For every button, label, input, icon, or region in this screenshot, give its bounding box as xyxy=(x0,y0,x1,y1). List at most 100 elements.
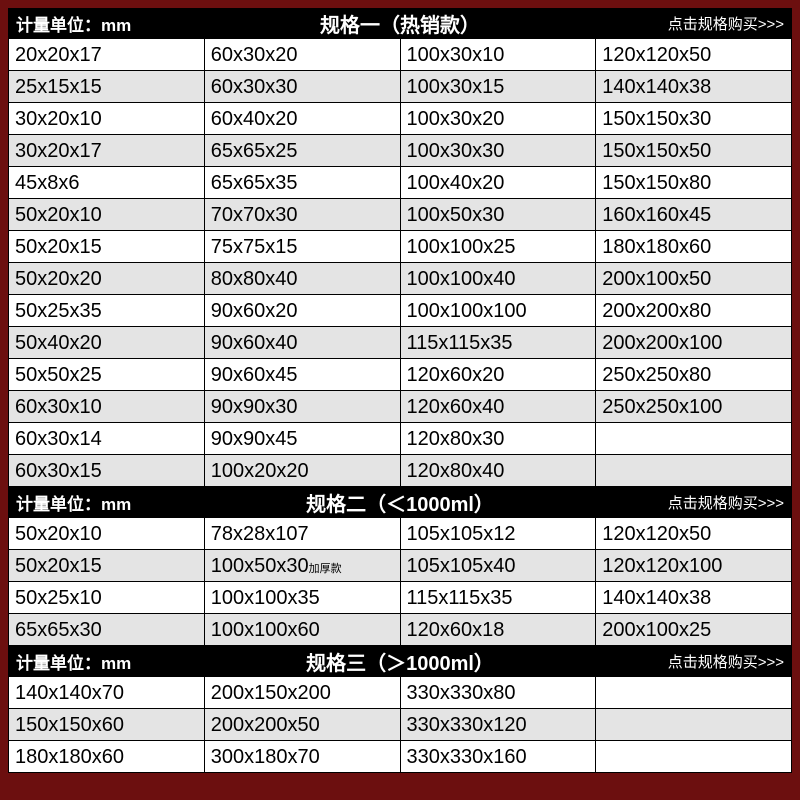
section-header: 计量单位：mm规格二（＜1000ml）点击规格购买>>> xyxy=(8,487,792,517)
spec-cell[interactable]: 150x150x80 xyxy=(596,167,792,199)
spec-cell[interactable]: 100x20x20 xyxy=(204,455,400,487)
spec-cell[interactable]: 50x20x10 xyxy=(9,199,205,231)
spec-cell[interactable]: 120x120x50 xyxy=(596,518,792,550)
cell-suffix: 加厚款 xyxy=(309,563,342,575)
spec-cell[interactable]: 200x100x25 xyxy=(596,614,792,646)
spec-cell[interactable]: 180x180x60 xyxy=(9,741,205,773)
table-row: 60x30x15100x20x20120x80x40 xyxy=(9,455,792,487)
spec-cell[interactable]: 100x100x60 xyxy=(204,614,400,646)
spec-cell[interactable]: 65x65x25 xyxy=(204,135,400,167)
spec-cell[interactable]: 300x180x70 xyxy=(204,741,400,773)
table-row: 30x20x1765x65x25100x30x30150x150x50 xyxy=(9,135,792,167)
spec-cell[interactable]: 330x330x120 xyxy=(400,709,596,741)
spec-cell[interactable]: 60x30x10 xyxy=(9,391,205,423)
spec-cell[interactable]: 250x250x100 xyxy=(596,391,792,423)
spec-cell[interactable]: 50x20x15 xyxy=(9,550,205,582)
spec-cell[interactable]: 140x140x70 xyxy=(9,677,205,709)
spec-cell[interactable]: 75x75x15 xyxy=(204,231,400,263)
spec-cell[interactable]: 330x330x80 xyxy=(400,677,596,709)
buy-link[interactable]: 点击规格购买>>> xyxy=(596,646,792,676)
table-row: 45x8x665x65x35100x40x20150x150x80 xyxy=(9,167,792,199)
spec-cell[interactable]: 150x150x60 xyxy=(9,709,205,741)
spec-cell[interactable]: 180x180x60 xyxy=(596,231,792,263)
spec-cell[interactable]: 60x30x30 xyxy=(204,71,400,103)
spec-cell[interactable]: 150x150x30 xyxy=(596,103,792,135)
spec-cell[interactable]: 100x100x40 xyxy=(400,263,596,295)
spec-cell[interactable]: 60x30x15 xyxy=(9,455,205,487)
spec-cell[interactable]: 200x200x100 xyxy=(596,327,792,359)
spec-cell[interactable]: 100x30x20 xyxy=(400,103,596,135)
spec-cell[interactable]: 120x120x50 xyxy=(596,39,792,71)
spec-cell[interactable]: 200x200x50 xyxy=(204,709,400,741)
spec-cell[interactable]: 80x80x40 xyxy=(204,263,400,295)
spec-cell[interactable]: 60x40x20 xyxy=(204,103,400,135)
spec-cell[interactable]: 250x250x80 xyxy=(596,359,792,391)
spec-cell[interactable]: 50x50x25 xyxy=(9,359,205,391)
spec-cell[interactable]: 140x140x38 xyxy=(596,582,792,614)
spec-cell[interactable]: 150x150x50 xyxy=(596,135,792,167)
spec-cell[interactable]: 120x60x20 xyxy=(400,359,596,391)
spec-cell[interactable]: 115x115x35 xyxy=(400,327,596,359)
spec-cell[interactable]: 100x50x30加厚款 xyxy=(204,550,400,582)
spec-cell[interactable]: 120x120x100 xyxy=(596,550,792,582)
spec-cell[interactable]: 30x20x10 xyxy=(9,103,205,135)
spec-cell[interactable]: 105x105x12 xyxy=(400,518,596,550)
spec-cell[interactable]: 200x200x80 xyxy=(596,295,792,327)
spec-table: 50x20x1078x28x107105x105x12120x120x5050x… xyxy=(8,517,792,646)
spec-cell[interactable]: 100x30x15 xyxy=(400,71,596,103)
spec-cell[interactable]: 65x65x30 xyxy=(9,614,205,646)
spec-cell[interactable]: 25x15x15 xyxy=(9,71,205,103)
spec-cell[interactable]: 90x90x30 xyxy=(204,391,400,423)
table-row: 140x140x70200x150x200330x330x80 xyxy=(9,677,792,709)
section-title: 规格一（热销款） xyxy=(204,8,596,38)
spec-cell[interactable]: 60x30x14 xyxy=(9,423,205,455)
spec-cell[interactable]: 100x40x20 xyxy=(400,167,596,199)
spec-cell[interactable]: 200x100x50 xyxy=(596,263,792,295)
spec-cell[interactable]: 70x70x30 xyxy=(204,199,400,231)
spec-cell[interactable]: 45x8x6 xyxy=(9,167,205,199)
spec-cell[interactable]: 30x20x17 xyxy=(9,135,205,167)
spec-cell[interactable]: 330x330x160 xyxy=(400,741,596,773)
unit-label: 计量单位：mm xyxy=(8,646,204,676)
buy-link[interactable]: 点击规格购买>>> xyxy=(596,8,792,38)
spec-cell[interactable]: 78x28x107 xyxy=(204,518,400,550)
spec-table: 20x20x1760x30x20100x30x10120x120x5025x15… xyxy=(8,38,792,487)
spec-cell[interactable]: 90x60x45 xyxy=(204,359,400,391)
spec-cell[interactable]: 50x25x35 xyxy=(9,295,205,327)
spec-cell[interactable]: 20x20x17 xyxy=(9,39,205,71)
table-row: 20x20x1760x30x20100x30x10120x120x50 xyxy=(9,39,792,71)
section-title: 规格三（＞1000ml） xyxy=(204,646,596,676)
spec-cell[interactable]: 50x25x10 xyxy=(9,582,205,614)
spec-cell[interactable]: 120x60x40 xyxy=(400,391,596,423)
spec-cell[interactable]: 200x150x200 xyxy=(204,677,400,709)
spec-cell[interactable]: 100x100x25 xyxy=(400,231,596,263)
spec-cell[interactable]: 100x30x30 xyxy=(400,135,596,167)
spec-cell[interactable]: 60x30x20 xyxy=(204,39,400,71)
spec-cell[interactable]: 90x60x20 xyxy=(204,295,400,327)
spec-cell[interactable]: 120x80x40 xyxy=(400,455,596,487)
spec-cell[interactable]: 50x40x20 xyxy=(9,327,205,359)
spec-cell[interactable]: 100x100x100 xyxy=(400,295,596,327)
spec-cell[interactable]: 90x90x45 xyxy=(204,423,400,455)
spec-cell[interactable]: 160x160x45 xyxy=(596,199,792,231)
spec-table: 140x140x70200x150x200330x330x80150x150x6… xyxy=(8,676,792,773)
spec-cell[interactable]: 100x30x10 xyxy=(400,39,596,71)
unit-label: 计量单位：mm xyxy=(8,8,204,38)
spec-cell[interactable]: 120x60x18 xyxy=(400,614,596,646)
spec-cell[interactable]: 90x60x40 xyxy=(204,327,400,359)
spec-cell[interactable]: 65x65x35 xyxy=(204,167,400,199)
spec-cell[interactable]: 140x140x38 xyxy=(596,71,792,103)
table-row: 50x25x10100x100x35115x115x35140x140x38 xyxy=(9,582,792,614)
spec-cell[interactable]: 50x20x10 xyxy=(9,518,205,550)
spec-cell[interactable]: 50x20x20 xyxy=(9,263,205,295)
spec-cell xyxy=(596,677,792,709)
spec-cell[interactable]: 115x115x35 xyxy=(400,582,596,614)
spec-cell xyxy=(596,741,792,773)
spec-cell[interactable]: 100x100x35 xyxy=(204,582,400,614)
spec-cell[interactable]: 100x50x30 xyxy=(400,199,596,231)
spec-cell[interactable]: 120x80x30 xyxy=(400,423,596,455)
table-row: 50x20x1078x28x107105x105x12120x120x50 xyxy=(9,518,792,550)
spec-cell[interactable]: 105x105x40 xyxy=(400,550,596,582)
spec-cell[interactable]: 50x20x15 xyxy=(9,231,205,263)
buy-link[interactable]: 点击规格购买>>> xyxy=(596,487,792,517)
